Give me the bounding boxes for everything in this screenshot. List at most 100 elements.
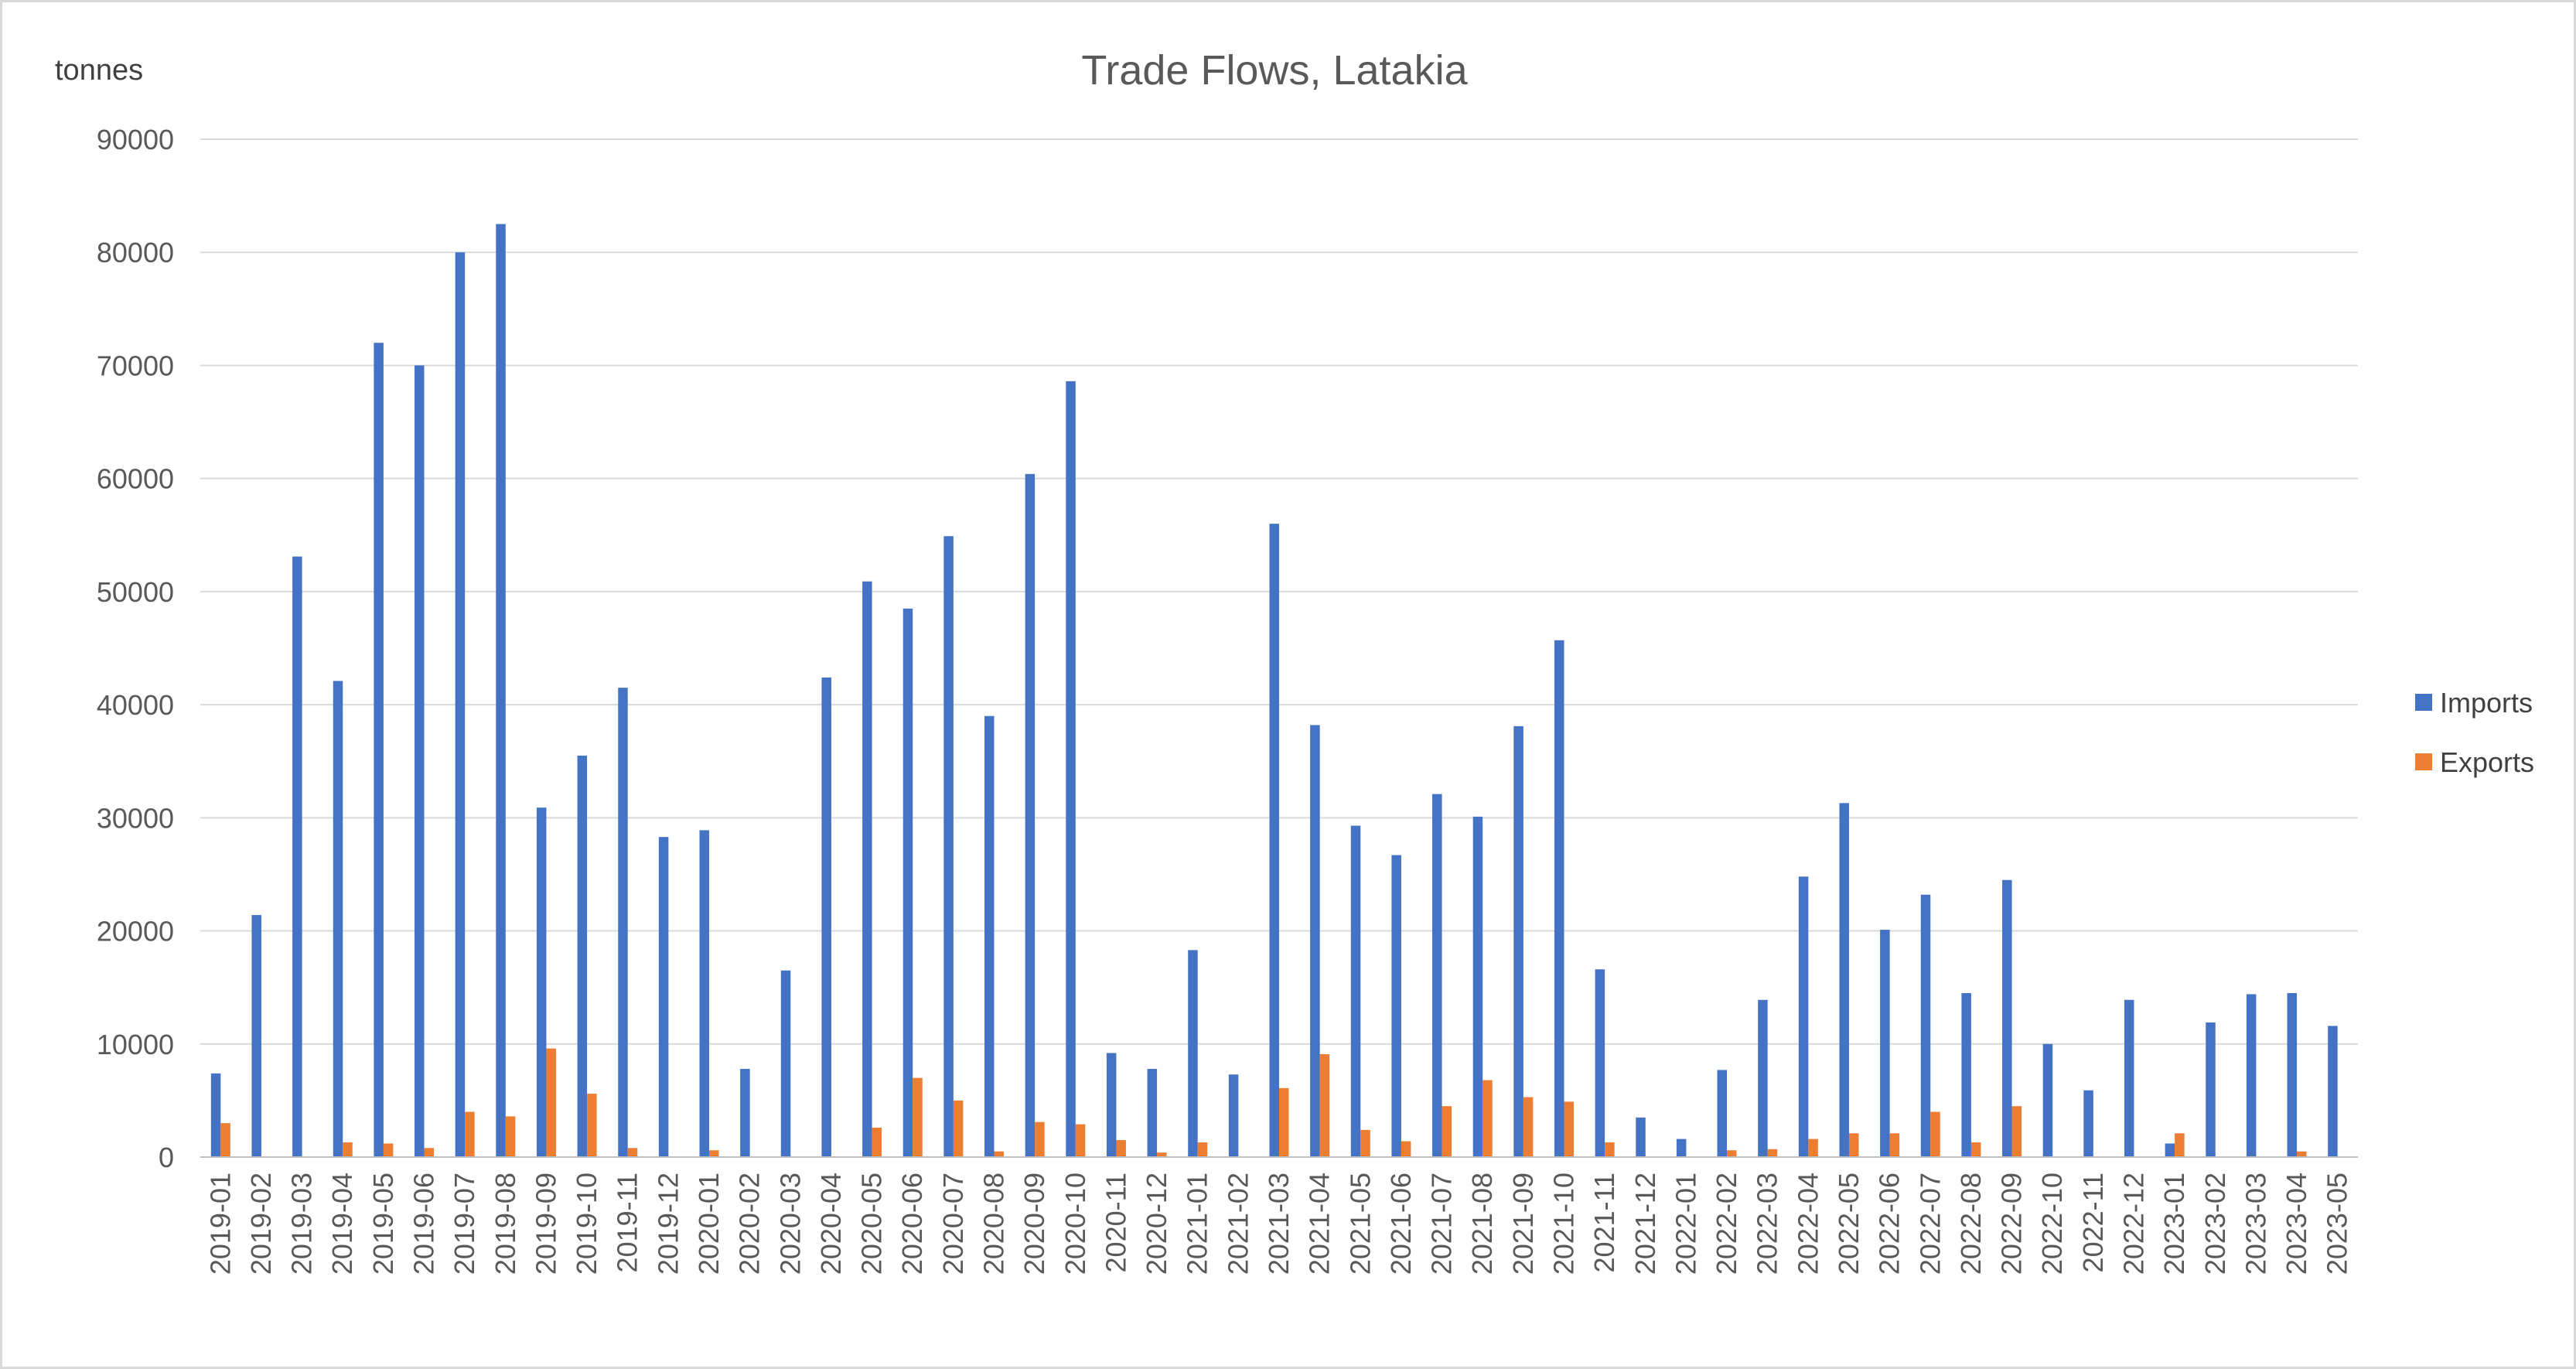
y-tick-label: 80000: [97, 237, 174, 268]
x-tick-label: 2019-09: [530, 1173, 561, 1275]
bar-imports: [618, 688, 628, 1157]
y-axis-unit-label: tonnes: [55, 54, 143, 87]
bar-exports: [2175, 1133, 2185, 1157]
bar-exports: [872, 1127, 882, 1157]
x-tick-label: 2019-02: [245, 1173, 277, 1275]
bar-exports: [1767, 1149, 1778, 1157]
bar-imports: [1839, 803, 1849, 1157]
bar-imports: [1350, 825, 1361, 1157]
bar-exports: [1848, 1133, 1859, 1157]
x-tick-label: 2022-12: [2117, 1173, 2149, 1275]
x-tick-label: 2023-04: [2281, 1173, 2312, 1275]
x-tick-label: 2022-03: [1752, 1173, 1783, 1275]
bar-imports: [943, 536, 954, 1157]
y-tick-label: 60000: [97, 463, 174, 495]
bar-exports: [505, 1116, 516, 1157]
bar-imports: [1880, 930, 1890, 1157]
bar-imports: [984, 715, 995, 1157]
x-tick-label: 2022-06: [1874, 1173, 1906, 1275]
bar-exports: [1197, 1142, 1208, 1157]
x-tick-label: 2020-07: [937, 1173, 969, 1275]
bar-exports: [709, 1150, 719, 1157]
bar-imports: [210, 1073, 221, 1157]
legend-swatch-imports: [2415, 694, 2432, 711]
x-tick-label: 2022-04: [1792, 1173, 1824, 1275]
bar-imports: [2287, 992, 2298, 1157]
bar-imports: [2002, 879, 2012, 1157]
x-tick-label: 2019-08: [490, 1173, 521, 1275]
bar-imports: [292, 556, 302, 1157]
legend-label-exports: Exports: [2440, 746, 2534, 778]
x-tick-label: 2022-11: [2077, 1173, 2109, 1272]
y-tick-label: 10000: [97, 1029, 174, 1060]
bar-exports: [1889, 1133, 1900, 1157]
bar-imports: [333, 681, 343, 1157]
x-tick-label: 2021-10: [1547, 1173, 1579, 1275]
bar-imports: [1636, 1117, 1646, 1157]
x-tick-label: 2019-07: [449, 1173, 480, 1275]
x-tick-label: 2020-12: [1141, 1173, 1172, 1275]
x-tick-label: 2023-05: [2322, 1173, 2353, 1275]
x-tick-label: 2020-01: [693, 1173, 725, 1275]
y-tick-label: 50000: [97, 576, 174, 608]
bar-exports: [1564, 1101, 1574, 1157]
y-tick-label: 0: [159, 1142, 174, 1173]
x-tick-label: 2022-09: [1996, 1173, 2028, 1275]
x-tick-label: 2020-04: [815, 1173, 847, 1275]
x-tick-label: 2021-02: [1222, 1173, 1254, 1275]
bar-imports: [496, 224, 506, 1158]
x-tick-label: 2020-05: [856, 1173, 888, 1275]
x-tick-label: 2022-10: [2036, 1173, 2068, 1275]
x-tick-label: 2020-08: [978, 1173, 1010, 1275]
x-tick-label: 2021-07: [1426, 1173, 1458, 1275]
bar-exports: [1116, 1140, 1126, 1157]
bar-exports: [1727, 1150, 1737, 1157]
bar-imports: [415, 365, 425, 1157]
x-tick-label: 2021-03: [1263, 1173, 1295, 1275]
bar-imports: [1920, 894, 1931, 1157]
bar-exports: [383, 1143, 394, 1157]
x-tick-label: 2019-11: [612, 1173, 643, 1272]
bar-imports: [821, 678, 831, 1157]
bar-exports: [1930, 1111, 1940, 1157]
bar-imports: [699, 830, 710, 1157]
chart-title: Trade Flows, Latakia: [1081, 47, 1468, 94]
bar-exports: [2297, 1151, 2307, 1157]
x-tick-label: 2020-06: [896, 1173, 928, 1275]
x-tick-label: 2019-03: [286, 1173, 318, 1275]
bar-exports: [1523, 1097, 1534, 1157]
bar-exports: [1157, 1152, 1167, 1157]
bar-imports: [1717, 1070, 1728, 1157]
bar-exports: [1319, 1053, 1330, 1157]
x-tick-label: 2020-10: [1059, 1173, 1091, 1275]
bar-exports: [1482, 1080, 1493, 1157]
x-tick-label: 2021-01: [1182, 1173, 1213, 1275]
x-tick-label: 2019-01: [204, 1173, 236, 1275]
bar-imports: [577, 755, 588, 1157]
x-tick-label: 2020-11: [1100, 1173, 1131, 1272]
bar-imports: [658, 837, 669, 1157]
legend-swatch-exports: [2415, 753, 2432, 770]
x-tick-label: 2019-05: [367, 1173, 399, 1275]
bar-exports: [1401, 1141, 1411, 1157]
x-tick-label: 2020-03: [774, 1173, 806, 1275]
bar-exports: [2011, 1106, 2022, 1157]
x-tick-label: 2019-06: [408, 1173, 440, 1275]
bar-imports: [2246, 994, 2257, 1157]
bar-imports: [1066, 381, 1076, 1158]
x-tick-label: 2020-09: [1018, 1173, 1050, 1275]
bar-imports: [1147, 1068, 1158, 1157]
bar-imports: [1188, 950, 1198, 1157]
bar-imports: [740, 1068, 750, 1157]
bar-imports: [374, 343, 384, 1158]
y-tick-label: 90000: [97, 124, 174, 155]
bar-exports: [913, 1077, 923, 1157]
x-tick-label: 2022-07: [1914, 1173, 1946, 1275]
bar-exports: [1808, 1139, 1818, 1157]
bar-imports: [2124, 999, 2134, 1157]
y-tick-label: 70000: [97, 350, 174, 381]
x-tick-label: 2021-05: [1344, 1173, 1376, 1275]
bar-imports: [1391, 855, 1401, 1157]
bar-exports: [465, 1111, 475, 1157]
